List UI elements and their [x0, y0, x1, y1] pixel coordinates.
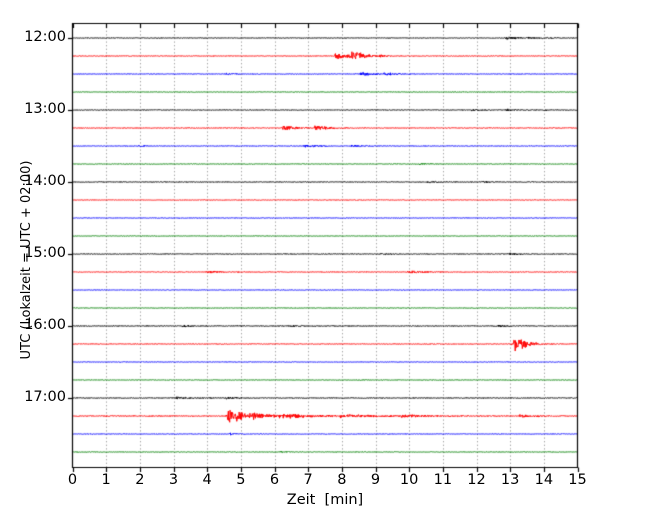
y-tick-label: 15:00 — [24, 245, 66, 261]
y-tick-label: 13:00 — [24, 101, 66, 117]
y-tick-label: 14:00 — [24, 173, 66, 189]
x-tick-label: 15 — [568, 472, 587, 488]
x-tick-label: 7 — [303, 472, 313, 488]
y-axis-label: UTC (Lokalzeit = UTC + 02:00) — [19, 160, 34, 360]
y-tick-label: 17:00 — [24, 389, 66, 405]
x-tick-label: 2 — [135, 472, 145, 488]
x-tick-label: 13 — [500, 472, 520, 488]
x-tick-label: 0 — [67, 472, 78, 488]
x-tick-label: 14 — [534, 472, 554, 488]
x-tick-label: 4 — [202, 472, 212, 488]
x-tick-label: 1 — [101, 472, 111, 488]
y-axis-tick-labels: 12:00 13:00 14:00 15:00 16:00 17:00 — [0, 0, 66, 520]
x-tick-label: 6 — [269, 472, 280, 488]
y-tick-label: 16:00 — [24, 317, 66, 333]
x-tick-label: 3 — [168, 472, 179, 488]
x-tick-label: 9 — [370, 472, 381, 488]
x-axis-label: Zeit [min] — [286, 492, 364, 508]
x-tick-label: 11 — [433, 472, 453, 488]
y-tick-label: 12:00 — [24, 29, 66, 45]
x-tick-label: 10 — [399, 472, 419, 488]
x-tick-label: 8 — [337, 472, 347, 488]
x-tick-label: 5 — [236, 472, 246, 488]
x-tick-label: 12 — [467, 472, 486, 488]
